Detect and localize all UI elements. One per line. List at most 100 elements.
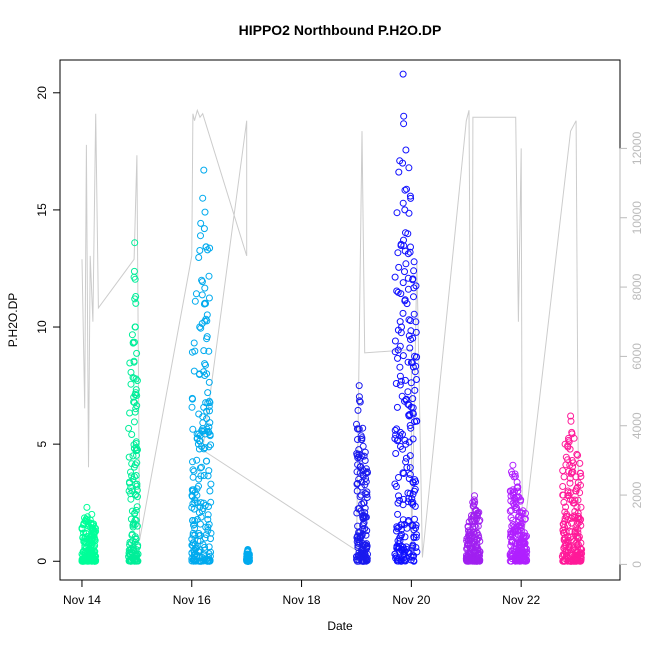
data-point xyxy=(205,397,213,405)
data-point xyxy=(399,199,407,207)
data-point xyxy=(396,432,404,440)
data-point xyxy=(127,380,135,388)
data-point xyxy=(362,465,370,473)
data-point xyxy=(397,240,405,248)
data-point xyxy=(405,209,413,217)
x-tick-label: Nov 18 xyxy=(283,593,321,607)
data-point xyxy=(132,550,140,558)
data-point xyxy=(191,499,199,507)
data-point xyxy=(207,535,214,543)
data-point xyxy=(399,279,407,287)
data-point xyxy=(404,250,412,258)
data-point xyxy=(468,517,476,525)
data-point xyxy=(206,557,214,565)
data-point xyxy=(577,503,585,511)
data-point xyxy=(198,291,206,299)
data-point xyxy=(200,166,208,174)
data-point xyxy=(511,525,519,532)
series-flight-3 xyxy=(188,166,215,565)
data-point xyxy=(406,490,414,498)
data-point xyxy=(568,528,576,536)
data-point xyxy=(514,530,521,538)
data-point xyxy=(513,556,521,563)
data-point xyxy=(559,526,567,534)
data-point xyxy=(392,431,400,439)
data-point xyxy=(361,489,369,497)
data-point xyxy=(199,541,207,549)
data-point xyxy=(205,378,213,386)
data-point xyxy=(561,514,569,522)
data-point xyxy=(130,418,138,426)
data-point xyxy=(402,454,410,462)
data-point xyxy=(201,427,209,435)
data-point xyxy=(559,557,567,565)
data-point xyxy=(83,557,91,565)
data-point xyxy=(204,472,212,480)
data-point xyxy=(513,522,521,530)
data-point xyxy=(188,535,196,543)
data-point xyxy=(360,499,368,507)
data-point xyxy=(472,556,480,564)
data-point xyxy=(197,513,205,521)
data-point xyxy=(404,230,412,238)
data-points xyxy=(78,70,586,565)
data-point xyxy=(405,164,413,172)
data-point xyxy=(354,436,361,443)
data-point xyxy=(406,248,414,256)
altitude-series xyxy=(81,108,580,558)
data-point xyxy=(191,517,199,525)
data-point xyxy=(393,425,401,433)
data-point xyxy=(413,353,421,361)
data-point xyxy=(395,263,403,271)
data-point xyxy=(565,492,573,499)
data-point xyxy=(406,422,414,429)
data-point xyxy=(404,358,412,366)
data-point xyxy=(562,453,570,461)
data-point xyxy=(200,225,208,233)
data-point xyxy=(396,381,404,389)
data-point xyxy=(129,339,137,347)
data-point xyxy=(395,168,403,176)
data-point xyxy=(463,535,471,543)
data-point xyxy=(413,417,421,425)
data-point xyxy=(399,70,407,78)
data-point xyxy=(132,506,140,514)
y2-tick-label: 8000 xyxy=(630,273,644,300)
data-point xyxy=(399,352,407,360)
x-tick-label: Nov 14 xyxy=(63,593,101,607)
data-point xyxy=(397,329,405,337)
data-point xyxy=(466,546,474,554)
data-point xyxy=(407,243,414,251)
data-point xyxy=(132,490,139,498)
data-point xyxy=(568,496,576,504)
data-point xyxy=(397,443,404,450)
data-point xyxy=(407,424,415,432)
data-point xyxy=(193,434,201,442)
data-point xyxy=(400,470,408,477)
data-point xyxy=(206,487,214,495)
data-point xyxy=(474,522,482,530)
data-point xyxy=(523,532,530,540)
data-point xyxy=(571,512,579,520)
plot-frame xyxy=(59,59,621,581)
data-point xyxy=(405,411,413,419)
data-point xyxy=(189,539,197,547)
data-point xyxy=(363,491,371,498)
data-point xyxy=(133,447,141,454)
y-tick-label: 20 xyxy=(35,86,49,100)
data-point xyxy=(354,505,362,513)
data-point xyxy=(203,333,211,341)
data-point xyxy=(354,533,362,541)
data-point xyxy=(511,497,519,505)
y-axis: 0 5 10 15 20 xyxy=(35,86,61,565)
y-tick-label: 10 xyxy=(35,320,49,334)
data-point xyxy=(195,482,202,490)
data-point xyxy=(205,443,213,451)
data-point xyxy=(561,542,569,550)
data-point xyxy=(133,349,141,357)
data-point xyxy=(197,472,205,480)
data-point xyxy=(356,397,363,405)
data-point xyxy=(568,557,576,565)
data-point xyxy=(573,557,581,565)
data-point xyxy=(562,503,570,511)
